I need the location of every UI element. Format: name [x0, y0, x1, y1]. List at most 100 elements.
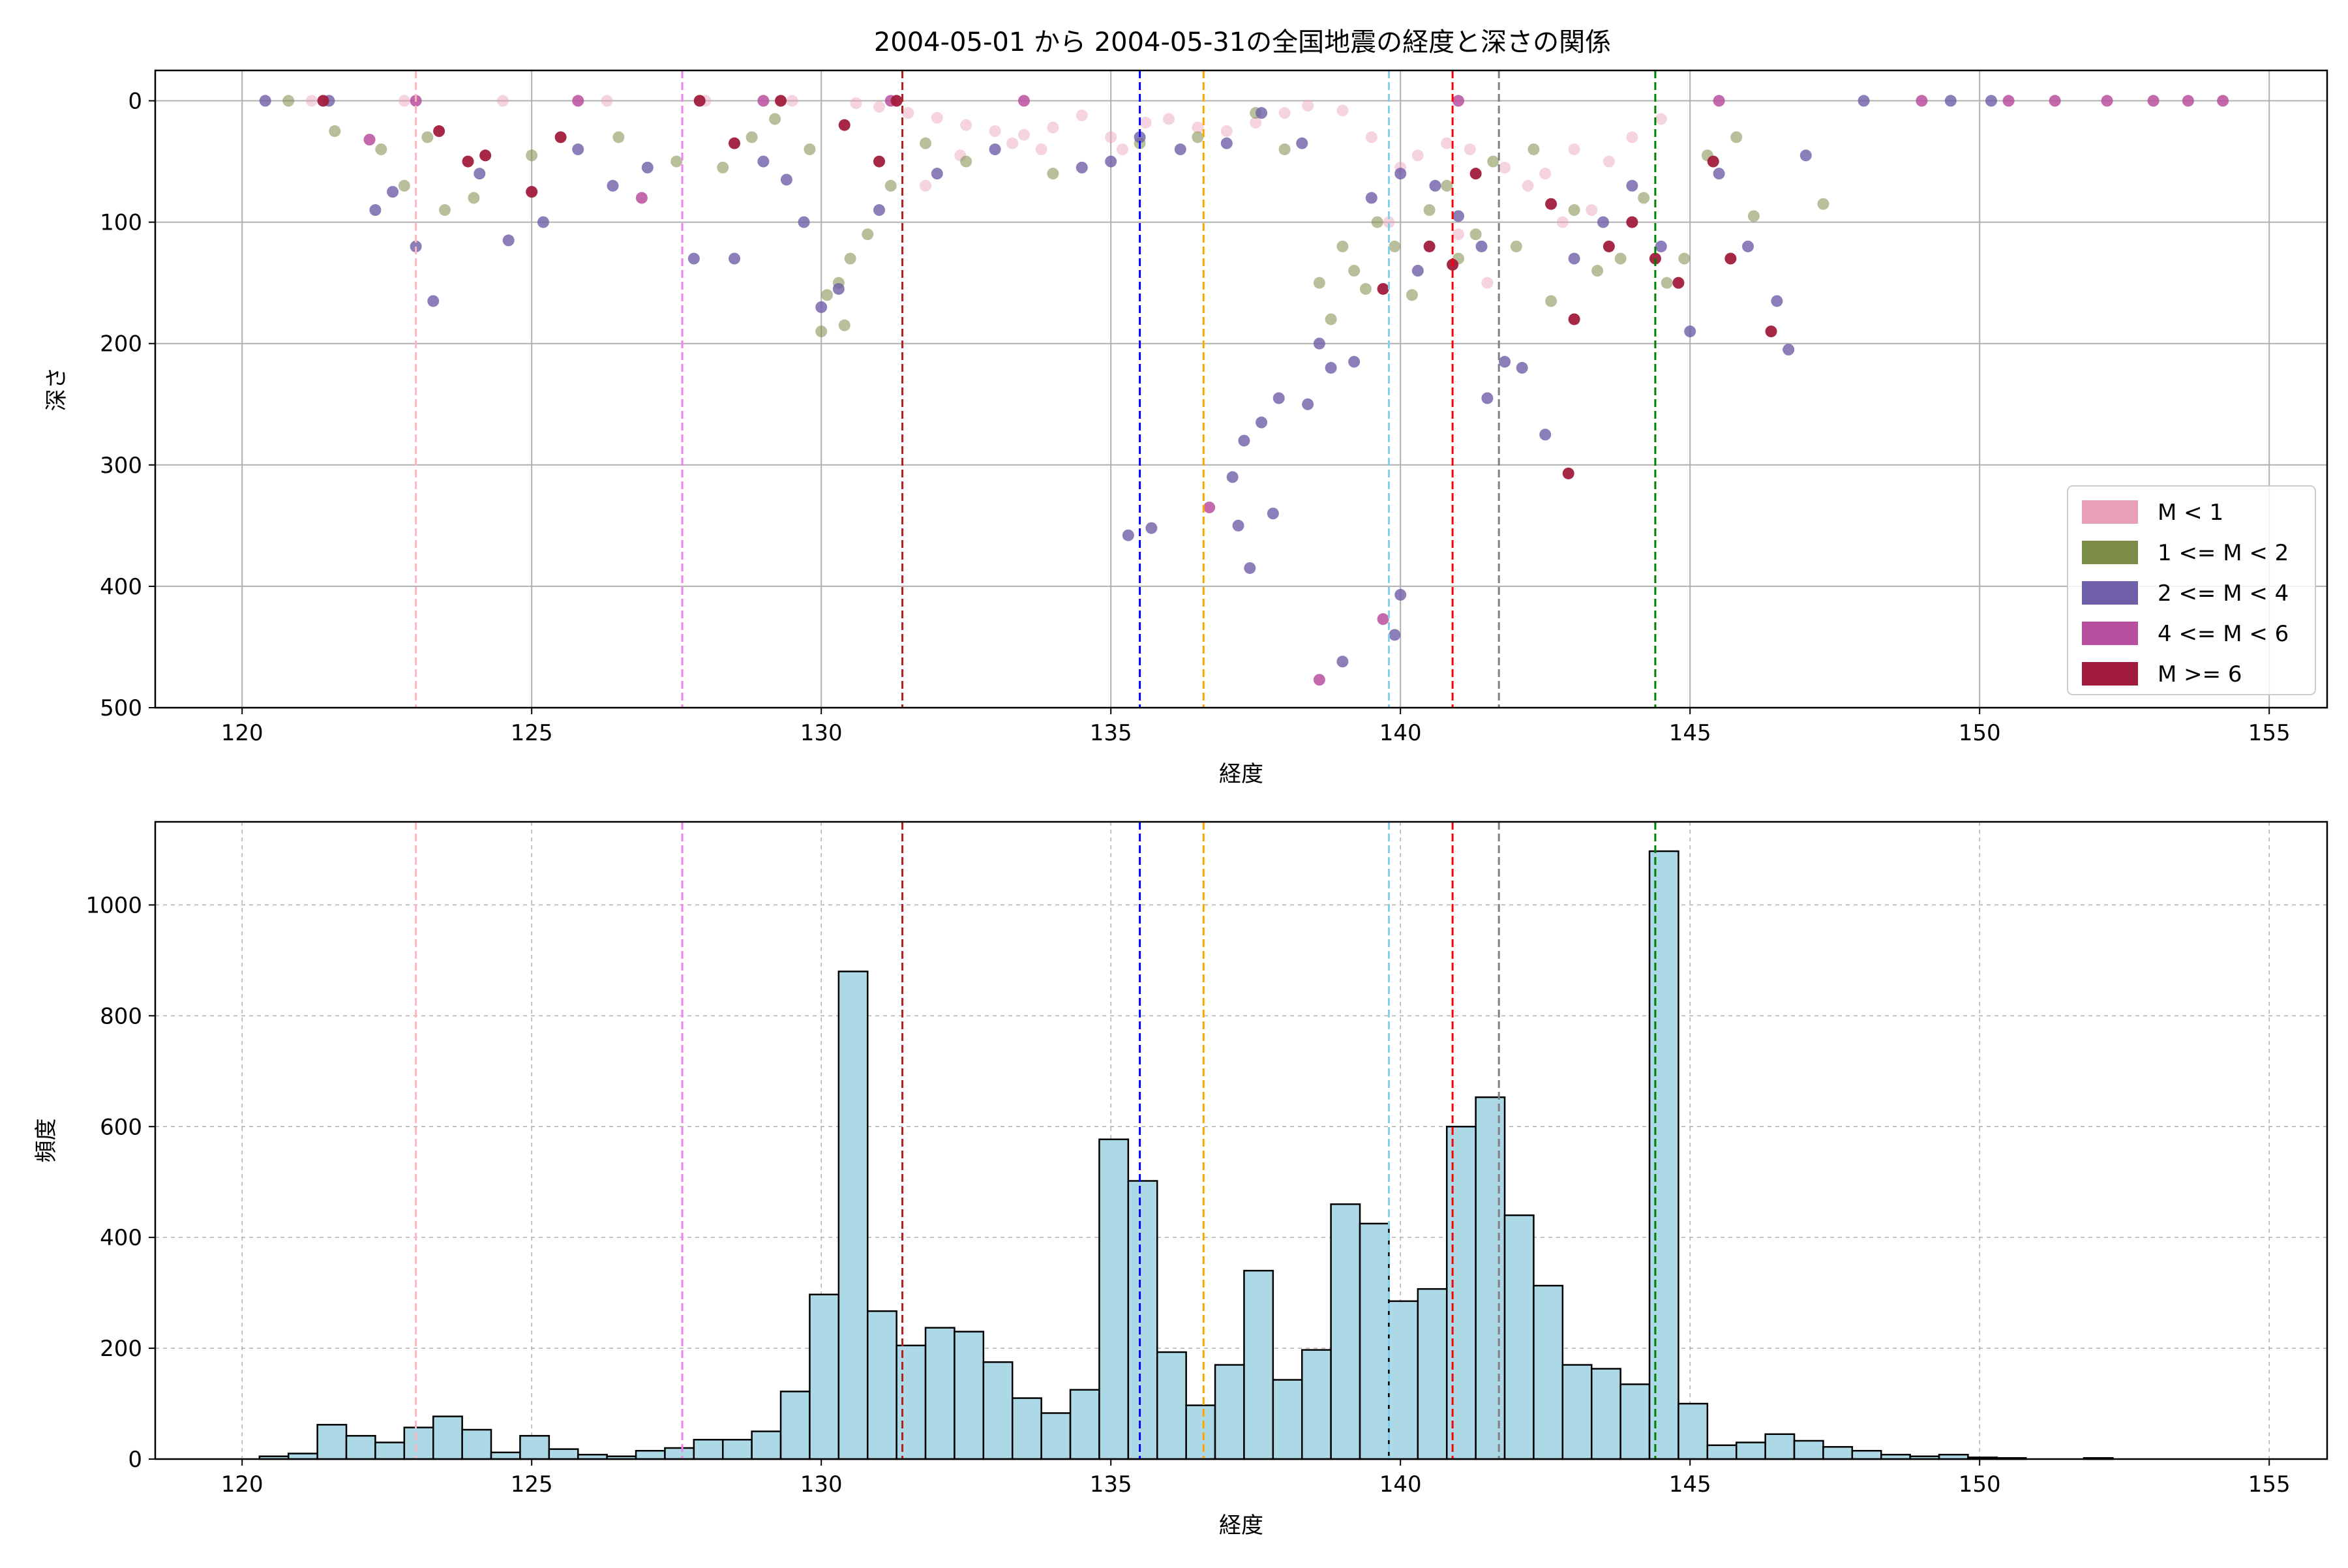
data-point — [844, 252, 856, 265]
histogram-bar — [924, 1327, 956, 1460]
data-point — [1469, 168, 1482, 180]
data-point — [1724, 252, 1737, 265]
data-point — [1105, 155, 1117, 168]
data-point — [1985, 95, 1997, 107]
histogram-bar — [866, 1310, 897, 1460]
data-point — [1441, 179, 1453, 192]
data-point — [687, 252, 700, 265]
data-point — [1278, 143, 1291, 155]
data-point — [920, 137, 932, 149]
y-tick-label: 0 — [128, 1447, 142, 1473]
data-point — [1771, 295, 1783, 307]
y-axis-label: 頻度 — [33, 1119, 59, 1163]
data-point — [1192, 131, 1204, 143]
histogram-bar — [1156, 1351, 1187, 1460]
data-point — [1325, 361, 1337, 374]
x-tick-label: 140 — [1379, 1471, 1422, 1498]
y-tick-label: 600 — [100, 1114, 142, 1140]
data-point — [838, 319, 850, 331]
data-point — [920, 179, 932, 192]
data-point — [433, 125, 445, 138]
x-tick-label: 130 — [800, 1471, 843, 1498]
histogram-bar — [1417, 1288, 1448, 1460]
histogram-bar — [1098, 1138, 1130, 1460]
data-point — [1464, 143, 1476, 155]
data-point — [1944, 95, 1957, 107]
data-point — [1018, 95, 1030, 107]
data-point — [2002, 95, 2015, 107]
histogram-bar — [1011, 1397, 1042, 1460]
data-point — [537, 216, 549, 228]
data-point — [1226, 471, 1239, 483]
data-point — [479, 149, 492, 162]
data-point — [815, 301, 828, 313]
data-point — [862, 228, 874, 241]
histogram-bar — [1561, 1364, 1593, 1460]
data-point — [1562, 467, 1574, 479]
x-tick-label: 125 — [511, 1471, 553, 1498]
data-point — [1481, 392, 1494, 404]
data-point — [1568, 313, 1580, 325]
histogram-bar — [982, 1361, 1014, 1460]
x-tick-label: 155 — [2248, 1471, 2291, 1498]
histogram-bar — [664, 1447, 695, 1460]
data-point — [2101, 95, 2113, 107]
data-point — [1174, 143, 1186, 155]
histogram-bar — [693, 1439, 724, 1460]
data-point — [1713, 95, 1725, 107]
y-tick-label: 400 — [100, 1225, 142, 1251]
histogram-bar — [1272, 1379, 1303, 1460]
data-point — [815, 325, 828, 338]
data-point — [1469, 228, 1482, 241]
data-point — [1638, 192, 1650, 204]
data-point — [421, 131, 434, 143]
data-point — [780, 173, 792, 186]
data-point — [1499, 355, 1511, 368]
data-point — [1568, 204, 1580, 217]
data-point — [1256, 416, 1268, 429]
chart-title: 2004-05-01 から 2004-05-31の全国地震の経度と深さの関係 — [874, 27, 1611, 57]
data-point — [1220, 125, 1233, 138]
data-point — [1389, 629, 1401, 641]
y-tick-label: 500 — [100, 695, 142, 721]
data-point — [1302, 99, 1314, 112]
histogram-bar — [635, 1450, 666, 1460]
data-point — [1406, 289, 1418, 301]
data-point — [1661, 277, 1673, 289]
data-point — [2049, 95, 2061, 107]
x-tick-label: 145 — [1669, 720, 1711, 746]
x-tick-label: 140 — [1379, 720, 1422, 746]
data-point — [329, 125, 341, 138]
data-point — [1302, 398, 1314, 410]
data-point — [398, 179, 410, 192]
data-point — [1858, 95, 1870, 107]
data-point — [282, 95, 295, 107]
data-point — [474, 168, 486, 180]
series-4 — [317, 95, 1777, 479]
data-point — [387, 186, 399, 198]
histogram-bar — [1533, 1284, 1564, 1460]
data-point — [1035, 143, 1047, 155]
data-point — [1452, 95, 1464, 107]
legend-swatch — [2082, 500, 2138, 524]
histogram-bar — [1706, 1444, 1738, 1460]
data-point — [1256, 107, 1268, 119]
histogram-bar — [374, 1441, 406, 1460]
data-point — [1452, 228, 1464, 241]
histogram-bar — [1243, 1269, 1274, 1460]
data-point — [1499, 161, 1511, 173]
data-point — [1556, 216, 1569, 228]
legend-swatch — [2082, 662, 2138, 686]
data-point — [1238, 434, 1250, 447]
histogram-bar — [751, 1430, 782, 1460]
histogram-bar — [896, 1344, 927, 1460]
data-point — [1394, 588, 1407, 601]
data-point — [1383, 216, 1395, 228]
data-point — [1365, 192, 1377, 204]
data-point — [1626, 131, 1638, 143]
data-point — [989, 143, 1001, 155]
y-tick-label: 300 — [100, 453, 142, 479]
data-point — [410, 240, 422, 252]
data-point — [1139, 117, 1152, 129]
